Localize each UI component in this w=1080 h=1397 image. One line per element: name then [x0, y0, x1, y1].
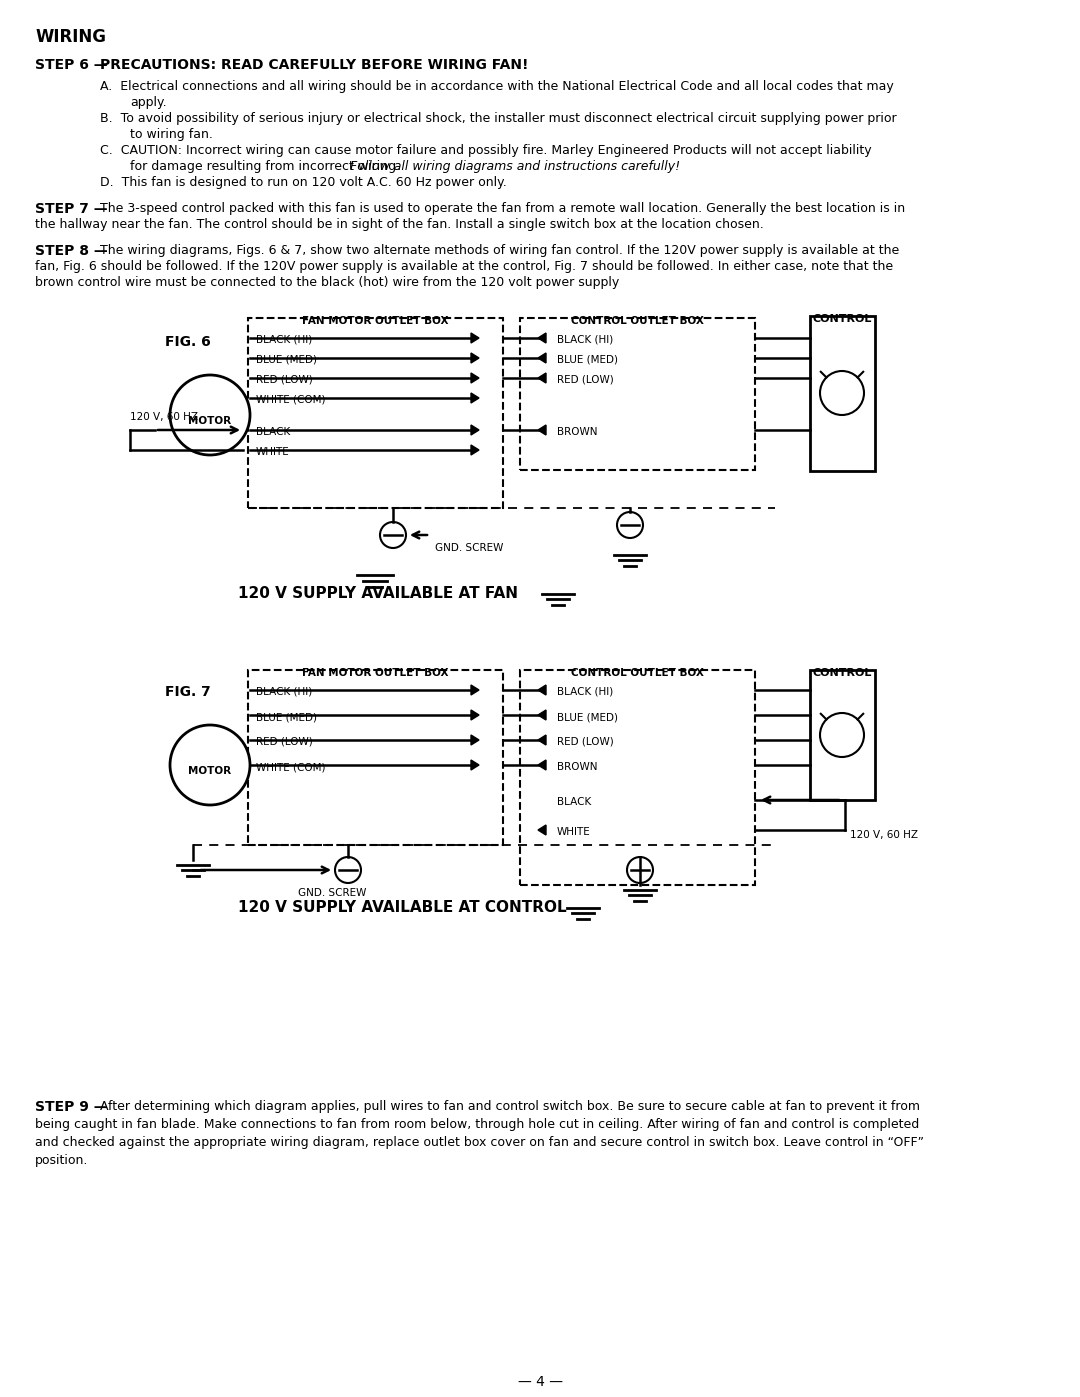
Text: BLUE (MED): BLUE (MED) — [256, 712, 318, 722]
Circle shape — [170, 374, 249, 455]
Circle shape — [820, 372, 864, 415]
Text: The wiring diagrams, Figs. 6 & 7, show two alternate methods of wiring fan contr: The wiring diagrams, Figs. 6 & 7, show t… — [100, 244, 900, 257]
Text: BLACK: BLACK — [557, 798, 591, 807]
Text: CONTROL: CONTROL — [812, 314, 872, 324]
Text: MOTOR: MOTOR — [188, 416, 231, 426]
Text: to wiring fan.: to wiring fan. — [130, 129, 213, 141]
Bar — [810, 316, 875, 471]
Text: D.  This fan is designed to run on 120 volt A.C. 60 Hz power only.: D. This fan is designed to run on 120 vo… — [100, 176, 507, 189]
Text: FIG. 6: FIG. 6 — [165, 335, 211, 349]
Polygon shape — [471, 760, 480, 770]
Polygon shape — [538, 425, 546, 434]
Polygon shape — [538, 760, 546, 770]
Text: FAN MOTOR OUTLET BOX: FAN MOTOR OUTLET BOX — [301, 316, 448, 326]
Text: BLACK (HI): BLACK (HI) — [557, 335, 613, 345]
Text: B.  To avoid possibility of serious injury or electrical shock, the installer mu: B. To avoid possibility of serious injur… — [100, 112, 896, 124]
Polygon shape — [471, 735, 480, 745]
Text: BLACK: BLACK — [256, 427, 291, 437]
Polygon shape — [538, 332, 546, 344]
Polygon shape — [538, 826, 546, 835]
Text: WHITE: WHITE — [557, 827, 591, 837]
Text: STEP 9 —: STEP 9 — — [35, 1099, 108, 1113]
Text: WIRING: WIRING — [35, 28, 106, 46]
Text: A.  Electrical connections and all wiring should be in accordance with the Natio: A. Electrical connections and all wiring… — [100, 80, 894, 94]
Text: 120 V, 60 HZ: 120 V, 60 HZ — [850, 830, 918, 840]
Text: WHITE (COM): WHITE (COM) — [256, 761, 325, 773]
Polygon shape — [471, 353, 480, 363]
Polygon shape — [538, 685, 546, 694]
Text: FAN MOTOR OUTLET BOX: FAN MOTOR OUTLET BOX — [301, 668, 448, 678]
Polygon shape — [471, 393, 480, 402]
Text: RED (LOW): RED (LOW) — [256, 374, 313, 386]
Text: the hallway near the fan. The control should be in sight of the fan. Install a s: the hallway near the fan. The control sh… — [35, 218, 764, 231]
Text: BLUE (MED): BLUE (MED) — [557, 712, 618, 722]
Text: WHITE (COM): WHITE (COM) — [256, 395, 325, 405]
Circle shape — [627, 856, 653, 883]
Text: brown control wire must be connected to the black (hot) wire from the 120 volt p: brown control wire must be connected to … — [35, 277, 619, 289]
Text: for damage resulting from incorrect wiring.: for damage resulting from incorrect wiri… — [130, 161, 404, 173]
Bar — [810, 671, 875, 800]
Polygon shape — [471, 685, 480, 694]
Circle shape — [335, 856, 361, 883]
Text: BLUE (MED): BLUE (MED) — [557, 355, 618, 365]
Polygon shape — [471, 332, 480, 344]
Polygon shape — [471, 710, 480, 719]
Text: STEP 8 —: STEP 8 — — [35, 244, 108, 258]
Text: being caught in fan blade. Make connections to fan from room below, through hole: being caught in fan blade. Make connecti… — [35, 1118, 919, 1132]
Text: apply.: apply. — [130, 96, 166, 109]
Text: STEP 7 —: STEP 7 — — [35, 203, 108, 217]
Text: 120 V SUPPLY AVAILABLE AT CONTROL: 120 V SUPPLY AVAILABLE AT CONTROL — [238, 900, 567, 915]
Circle shape — [380, 522, 406, 548]
Text: BROWN: BROWN — [557, 761, 597, 773]
Circle shape — [820, 712, 864, 757]
Text: fan, Fig. 6 should be followed. If the 120V power supply is available at the con: fan, Fig. 6 should be followed. If the 1… — [35, 260, 893, 272]
Text: — 4 —: — 4 — — [517, 1375, 563, 1389]
Text: RED (LOW): RED (LOW) — [557, 738, 613, 747]
Text: RED (LOW): RED (LOW) — [557, 374, 613, 386]
Text: 120 V, 60 HZ: 120 V, 60 HZ — [130, 412, 198, 422]
Circle shape — [170, 725, 249, 805]
Polygon shape — [538, 735, 546, 745]
Text: BLACK (HI): BLACK (HI) — [557, 687, 613, 697]
Text: MOTOR: MOTOR — [188, 766, 231, 775]
Polygon shape — [538, 373, 546, 383]
Text: Follow all wiring diagrams and instructions carefully!: Follow all wiring diagrams and instructi… — [350, 161, 680, 173]
Text: BLUE (MED): BLUE (MED) — [256, 355, 318, 365]
Text: BROWN: BROWN — [557, 427, 597, 437]
Text: FIG. 7: FIG. 7 — [165, 685, 211, 698]
Text: STEP 6 —: STEP 6 — — [35, 59, 108, 73]
Text: The 3-speed control packed with this fan is used to operate the fan from a remot: The 3-speed control packed with this fan… — [100, 203, 905, 215]
Text: CONTROL: CONTROL — [812, 668, 872, 678]
Text: C.  CAUTION: Incorrect wiring can cause motor failure and possibly fire. Marley : C. CAUTION: Incorrect wiring can cause m… — [100, 144, 872, 156]
Text: After determining which diagram applies, pull wires to fan and control switch bo: After determining which diagram applies,… — [100, 1099, 920, 1113]
Text: position.: position. — [35, 1154, 89, 1166]
Text: and checked against the appropriate wiring diagram, replace outlet box cover on : and checked against the appropriate wiri… — [35, 1136, 924, 1148]
Text: PRECAUTIONS: READ CAREFULLY BEFORE WIRING FAN!: PRECAUTIONS: READ CAREFULLY BEFORE WIRIN… — [100, 59, 528, 73]
Polygon shape — [471, 425, 480, 434]
Text: BLACK (HI): BLACK (HI) — [256, 335, 312, 345]
Text: 120 V SUPPLY AVAILABLE AT FAN: 120 V SUPPLY AVAILABLE AT FAN — [238, 585, 518, 601]
Polygon shape — [471, 373, 480, 383]
Text: CONTROL OUTLET BOX: CONTROL OUTLET BOX — [570, 668, 703, 678]
Text: RED (LOW): RED (LOW) — [256, 738, 313, 747]
Polygon shape — [538, 710, 546, 719]
Text: GND. SCREW: GND. SCREW — [298, 888, 366, 898]
Circle shape — [617, 511, 643, 538]
Text: CONTROL OUTLET BOX: CONTROL OUTLET BOX — [570, 316, 703, 326]
Text: WHITE: WHITE — [256, 447, 289, 457]
Text: GND. SCREW: GND. SCREW — [435, 543, 503, 553]
Polygon shape — [471, 446, 480, 455]
Text: BLACK (HI): BLACK (HI) — [256, 687, 312, 697]
Polygon shape — [538, 353, 546, 363]
